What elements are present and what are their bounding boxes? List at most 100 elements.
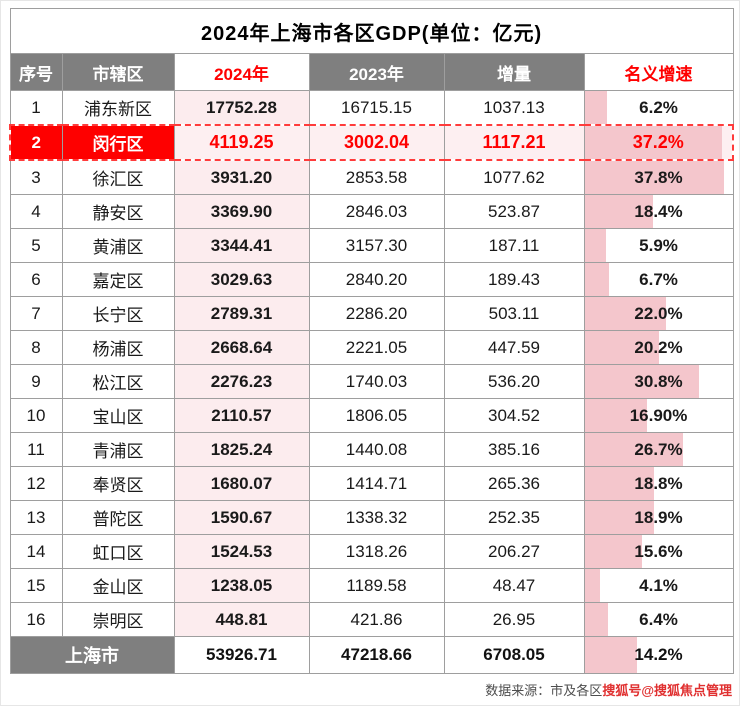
- gdp-2023: 2846.03: [308, 194, 445, 229]
- growth-bar: [585, 263, 610, 296]
- total-growth-rate: 14.2%: [583, 636, 734, 674]
- district-name: 虹口区: [61, 534, 175, 569]
- row-index: 15: [9, 568, 63, 603]
- growth-value: 18.8%: [634, 473, 683, 493]
- growth-bar: [585, 297, 666, 330]
- gdp-2024: 1524.53: [173, 534, 310, 569]
- growth-value: 6.2%: [639, 97, 678, 117]
- gdp-delta: 503.11: [443, 296, 585, 331]
- gdp-delta: 523.87: [443, 194, 585, 229]
- gdp-delta: 536.20: [443, 364, 585, 399]
- district-name: 嘉定区: [61, 262, 175, 297]
- growth-bar: [585, 161, 725, 194]
- district-name: 黄浦区: [61, 228, 175, 263]
- growth-bar: [585, 467, 655, 500]
- table-row: 16 崇明区 448.81 421.86 26.95 6.4%: [9, 602, 734, 637]
- growth-bar: [585, 637, 638, 673]
- growth-bar: [585, 229, 607, 262]
- table-row: 12 奉贤区 1680.07 1414.71 265.36 18.8%: [9, 466, 734, 501]
- gdp-table: 2024年上海市各区GDP(单位：亿元) 序号 市辖区 2024年 2023年 …: [9, 8, 735, 674]
- growth-rate: 15.6%: [583, 534, 734, 569]
- district-name: 闵行区: [61, 124, 175, 161]
- gdp-2023: 2221.05: [308, 330, 445, 365]
- gdp-2024: 4119.25: [173, 124, 310, 161]
- table-row: 3 徐汇区 3931.20 2853.58 1077.62 37.8%: [9, 159, 734, 195]
- row-index: 10: [9, 398, 63, 433]
- gdp-delta: 206.27: [443, 534, 585, 569]
- growth-rate: 18.8%: [583, 466, 734, 501]
- gdp-2023: 3157.30: [308, 228, 445, 263]
- growth-bar: [585, 331, 660, 364]
- table-body: 1 浦东新区 17752.28 16715.15 1037.13 6.2% 2 闵行区 4119…: [9, 90, 735, 637]
- table-row: 2 闵行区 4119.25 3002.04 1117.21 37.2%: [9, 124, 735, 161]
- title-row: 2024年上海市各区GDP(单位：亿元): [9, 8, 734, 54]
- gdp-delta: 1037.13: [443, 90, 585, 126]
- growth-rate: 5.9%: [583, 228, 734, 263]
- gdp-2024: 1825.24: [173, 432, 310, 467]
- row-index: 7: [9, 296, 63, 331]
- gdp-2023: 2840.20: [308, 262, 445, 297]
- total-row: 上海市 53926.71 47218.66 6708.05 14.2%: [9, 636, 734, 674]
- district-name: 崇明区: [61, 602, 175, 637]
- row-index: 6: [9, 262, 63, 297]
- gdp-2024: 3344.41: [173, 228, 310, 263]
- table-row: 5 黄浦区 3344.41 3157.30 187.11 5.9%: [9, 228, 734, 263]
- growth-bar: [585, 603, 609, 636]
- gdp-delta: 26.95: [443, 602, 585, 637]
- growth-rate: 18.4%: [583, 194, 734, 229]
- col-header-district: 市辖区: [61, 53, 175, 91]
- gdp-2024: 3369.90: [173, 194, 310, 229]
- source-note: 数据来源：市及各区搜狐号@搜狐焦点管理: [9, 674, 734, 699]
- district-name: 宝山区: [61, 398, 175, 433]
- row-index: 4: [9, 194, 63, 229]
- growth-bar: [585, 365, 699, 398]
- col-header-growth: 名义增速: [583, 53, 734, 91]
- gdp-2024: 3029.63: [173, 262, 310, 297]
- row-index: 9: [9, 364, 63, 399]
- gdp-2023: 1414.71: [308, 466, 445, 501]
- district-name: 长宁区: [61, 296, 175, 331]
- gdp-delta: 1117.21: [443, 124, 585, 161]
- col-header-2024: 2024年: [173, 53, 310, 91]
- gdp-2023: 1806.05: [308, 398, 445, 433]
- district-name: 徐汇区: [61, 159, 175, 195]
- row-index: 2: [9, 124, 63, 161]
- growth-bar: [585, 433, 684, 466]
- gdp-2024: 1590.67: [173, 500, 310, 535]
- growth-bar: [585, 91, 608, 124]
- gdp-2023: 1318.26: [308, 534, 445, 569]
- district-name: 杨浦区: [61, 330, 175, 365]
- table-title: 2024年上海市各区GDP(单位：亿元): [9, 8, 734, 54]
- table-row: 8 杨浦区 2668.64 2221.05 447.59 20.2%: [9, 330, 734, 365]
- growth-rate: 6.4%: [583, 602, 734, 637]
- gdp-delta: 385.16: [443, 432, 585, 467]
- gdp-2023: 421.86: [308, 602, 445, 637]
- table-row: 7 长宁区 2789.31 2286.20 503.11 22.0%: [9, 296, 734, 331]
- table-row: 9 松江区 2276.23 1740.03 536.20 30.8%: [9, 364, 734, 399]
- growth-rate: 4.1%: [583, 568, 734, 603]
- gdp-delta: 48.47: [443, 568, 585, 603]
- growth-value: 6.7%: [639, 269, 678, 289]
- row-index: 14: [9, 534, 63, 569]
- district-name: 青浦区: [61, 432, 175, 467]
- growth-rate: 30.8%: [583, 364, 734, 399]
- total-gdp-2024: 53926.71: [173, 636, 310, 674]
- row-index: 12: [9, 466, 63, 501]
- table-row: 10 宝山区 2110.57 1806.05 304.52 16.90%: [9, 398, 734, 433]
- total-growth-value: 14.2%: [634, 645, 683, 664]
- total-gdp-2023: 47218.66: [308, 636, 445, 674]
- growth-value: 26.7%: [634, 439, 683, 459]
- growth-bar: [585, 195, 653, 228]
- gdp-2023: 1740.03: [308, 364, 445, 399]
- growth-rate: 22.0%: [583, 296, 734, 331]
- growth-value: 18.9%: [634, 507, 683, 527]
- col-header-delta: 增量: [443, 53, 585, 91]
- growth-value: 30.8%: [634, 371, 683, 391]
- gdp-2024: 2110.57: [173, 398, 310, 433]
- row-index: 11: [9, 432, 63, 467]
- growth-bar: [585, 569, 600, 602]
- row-index: 16: [9, 602, 63, 637]
- row-index: 5: [9, 228, 63, 263]
- gdp-2024: 2668.64: [173, 330, 310, 365]
- growth-value: 5.9%: [639, 235, 678, 255]
